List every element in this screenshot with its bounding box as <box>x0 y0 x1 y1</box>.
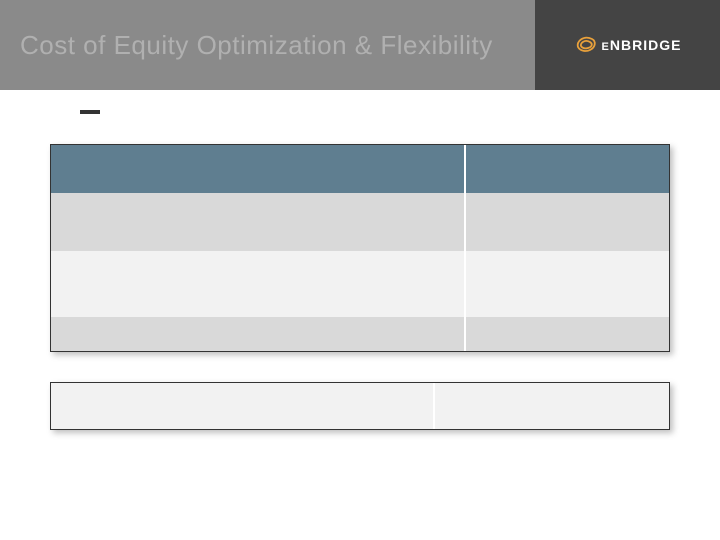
table-cell <box>51 251 465 317</box>
main-table <box>51 145 669 351</box>
table-cell <box>465 251 669 317</box>
swirl-icon <box>574 33 598 57</box>
table-header-row <box>51 145 669 193</box>
bullet-dash <box>80 110 100 114</box>
table-row <box>51 383 669 429</box>
table-header-cell <box>51 145 465 193</box>
slide-header: Cost of Equity Optimization & Flexibilit… <box>0 0 720 90</box>
table-row <box>51 193 669 251</box>
slide-title: Cost of Equity Optimization & Flexibilit… <box>20 30 493 61</box>
table-cell <box>465 317 669 351</box>
logo-area: ENBRIDGE <box>535 0 720 90</box>
main-table-container <box>50 144 670 352</box>
enbridge-logo: ENBRIDGE <box>574 33 682 57</box>
table-row <box>51 251 669 317</box>
table-cell <box>51 383 434 429</box>
table-cell <box>51 193 465 251</box>
table-header-cell <box>465 145 669 193</box>
secondary-table <box>51 383 669 429</box>
table-cell <box>465 193 669 251</box>
table-cell <box>51 317 465 351</box>
table-cell <box>434 383 669 429</box>
header-title-area: Cost of Equity Optimization & Flexibilit… <box>0 0 535 90</box>
secondary-table-container <box>50 382 670 430</box>
logo-text: ENBRIDGE <box>602 37 682 53</box>
table-row <box>51 317 669 351</box>
slide-body <box>0 90 720 430</box>
